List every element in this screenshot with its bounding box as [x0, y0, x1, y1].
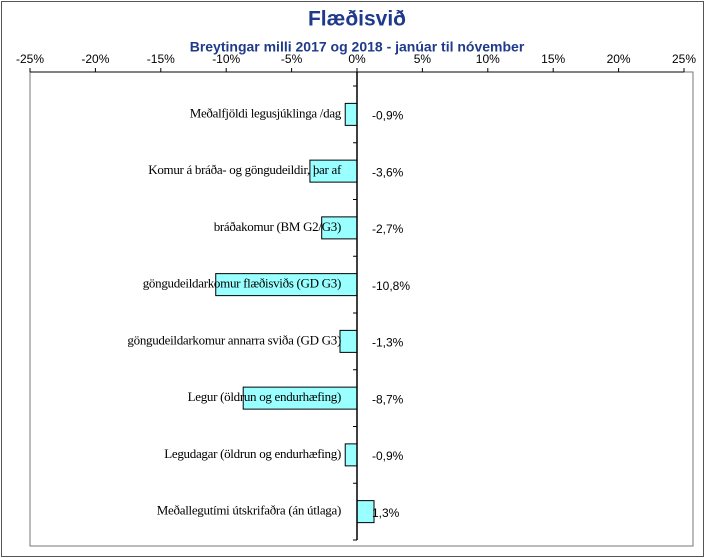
category-label: Komur á bráða- og göngudeildir, þar af	[148, 162, 342, 177]
category-label: göngudeildarkomur flæðisviðs (GD G3)	[143, 276, 341, 291]
x-tick-label: 10%	[476, 52, 500, 66]
chart-subtitle: Breytingar milli 2017 og 2018 - janúar t…	[190, 39, 525, 55]
x-tick-label: 0%	[348, 52, 366, 66]
value-label: -1,3%	[372, 336, 404, 350]
bar	[344, 443, 358, 467]
x-tick-label: -15%	[147, 52, 175, 66]
x-tick-label: -10%	[212, 52, 240, 66]
x-tick-label: 25%	[672, 52, 696, 66]
x-tick-label: 15%	[541, 52, 565, 66]
category-label: Meðallegutími útskrifaðra (án útlaga)	[157, 503, 341, 518]
value-label: -2,7%	[372, 222, 404, 236]
category-label: göngudeildarkomur annarra sviða (GD G3)	[127, 332, 341, 347]
chart-title: Flæðisvið	[308, 8, 406, 31]
category-label: Legur (öldrun og endurhæfing)	[188, 389, 341, 404]
category-label: bráðakomur (BM G2/G3)	[214, 219, 341, 234]
x-tick-label: -25%	[16, 52, 44, 66]
bar	[344, 102, 358, 126]
bar	[339, 329, 358, 353]
value-label: -0,9%	[372, 109, 404, 123]
value-label: 1,3%	[372, 506, 400, 520]
value-label: -8,7%	[372, 392, 404, 406]
category-label: Legudagar (öldrun og endurhæfing)	[164, 446, 341, 461]
x-tick-label: 5%	[414, 52, 432, 66]
x-tick-label: 20%	[607, 52, 631, 66]
value-label: -3,6%	[372, 165, 404, 179]
x-tick-label: -5%	[281, 52, 303, 66]
value-label: -0,9%	[372, 449, 404, 463]
category-label: Meðalfjöldi legusjúklinga /dag	[190, 105, 342, 120]
value-label: -10,8%	[372, 279, 410, 293]
x-tick-label: -20%	[81, 52, 109, 66]
